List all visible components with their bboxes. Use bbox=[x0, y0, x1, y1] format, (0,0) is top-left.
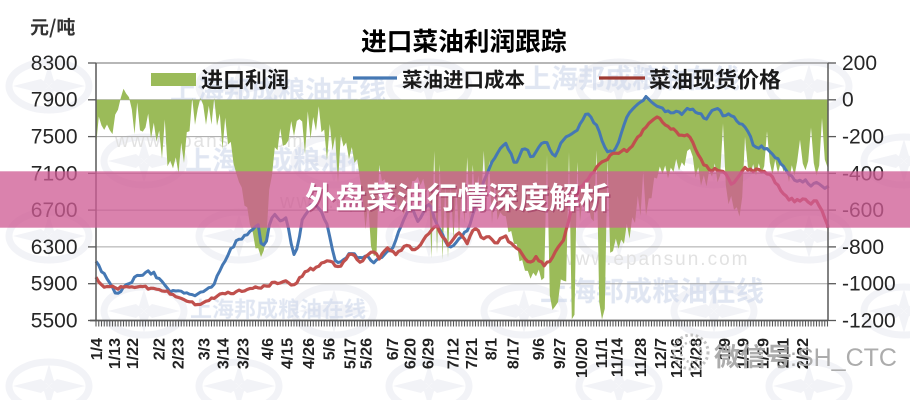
svg-text:8300: 8300 bbox=[31, 52, 78, 75]
svg-text:9/6: 9/6 bbox=[531, 338, 548, 360]
svg-text:www.epansun.com: www.epansun.com bbox=[559, 249, 749, 270]
svg-text:10/20: 10/20 bbox=[574, 338, 591, 378]
svg-text:12/16: 12/16 bbox=[669, 338, 686, 378]
svg-text:11/14: 11/14 bbox=[609, 338, 626, 377]
svg-text:11/28: 11/28 bbox=[633, 338, 650, 377]
svg-text:12/28: 12/28 bbox=[689, 338, 706, 378]
svg-text:5/6: 5/6 bbox=[322, 338, 339, 360]
svg-text:5/17: 5/17 bbox=[342, 338, 359, 369]
svg-text:7900: 7900 bbox=[31, 89, 78, 112]
svg-text:1/4: 1/4 bbox=[89, 338, 106, 360]
svg-text:6/29: 6/29 bbox=[421, 338, 438, 369]
svg-text:7/12: 7/12 bbox=[446, 338, 463, 369]
svg-text:5900: 5900 bbox=[31, 273, 78, 296]
svg-text:4/26: 4/26 bbox=[301, 338, 318, 369]
svg-text:-1200: -1200 bbox=[842, 309, 896, 332]
svg-text:8/17: 8/17 bbox=[506, 338, 523, 369]
svg-text::SH_CTC: :SH_CTC bbox=[790, 344, 897, 372]
svg-text:-200: -200 bbox=[842, 126, 884, 149]
svg-text:7/21: 7/21 bbox=[464, 338, 481, 369]
svg-text:2/23: 2/23 bbox=[171, 338, 188, 369]
svg-text:11/1: 11/1 bbox=[594, 338, 611, 368]
svg-text:12/7: 12/7 bbox=[653, 338, 670, 369]
svg-text:1/13: 1/13 bbox=[107, 338, 124, 369]
svg-text:8/1: 8/1 bbox=[483, 338, 500, 360]
svg-text:6/20: 6/20 bbox=[403, 338, 420, 369]
svg-text:2/2: 2/2 bbox=[151, 338, 168, 360]
svg-text:3/23: 3/23 bbox=[236, 338, 253, 369]
svg-text:200: 200 bbox=[842, 52, 877, 75]
svg-text:-800: -800 bbox=[842, 236, 884, 259]
svg-text:0: 0 bbox=[842, 89, 854, 112]
svg-text:4/15: 4/15 bbox=[279, 338, 296, 369]
svg-text:5500: 5500 bbox=[31, 309, 78, 332]
svg-text:3/3: 3/3 bbox=[196, 338, 213, 360]
svg-text:9/27: 9/27 bbox=[552, 338, 569, 369]
svg-text:6/7: 6/7 bbox=[385, 338, 402, 360]
svg-text:3/14: 3/14 bbox=[216, 338, 233, 369]
svg-text:-1000: -1000 bbox=[842, 273, 896, 296]
svg-text:1/22: 1/22 bbox=[125, 338, 142, 369]
svg-text:2/22: 2/22 bbox=[795, 338, 812, 369]
svg-text:5/26: 5/26 bbox=[358, 338, 375, 369]
svg-text:6300: 6300 bbox=[31, 236, 78, 259]
svg-text:7500: 7500 bbox=[31, 126, 78, 149]
svg-text:4/6: 4/6 bbox=[260, 338, 277, 360]
